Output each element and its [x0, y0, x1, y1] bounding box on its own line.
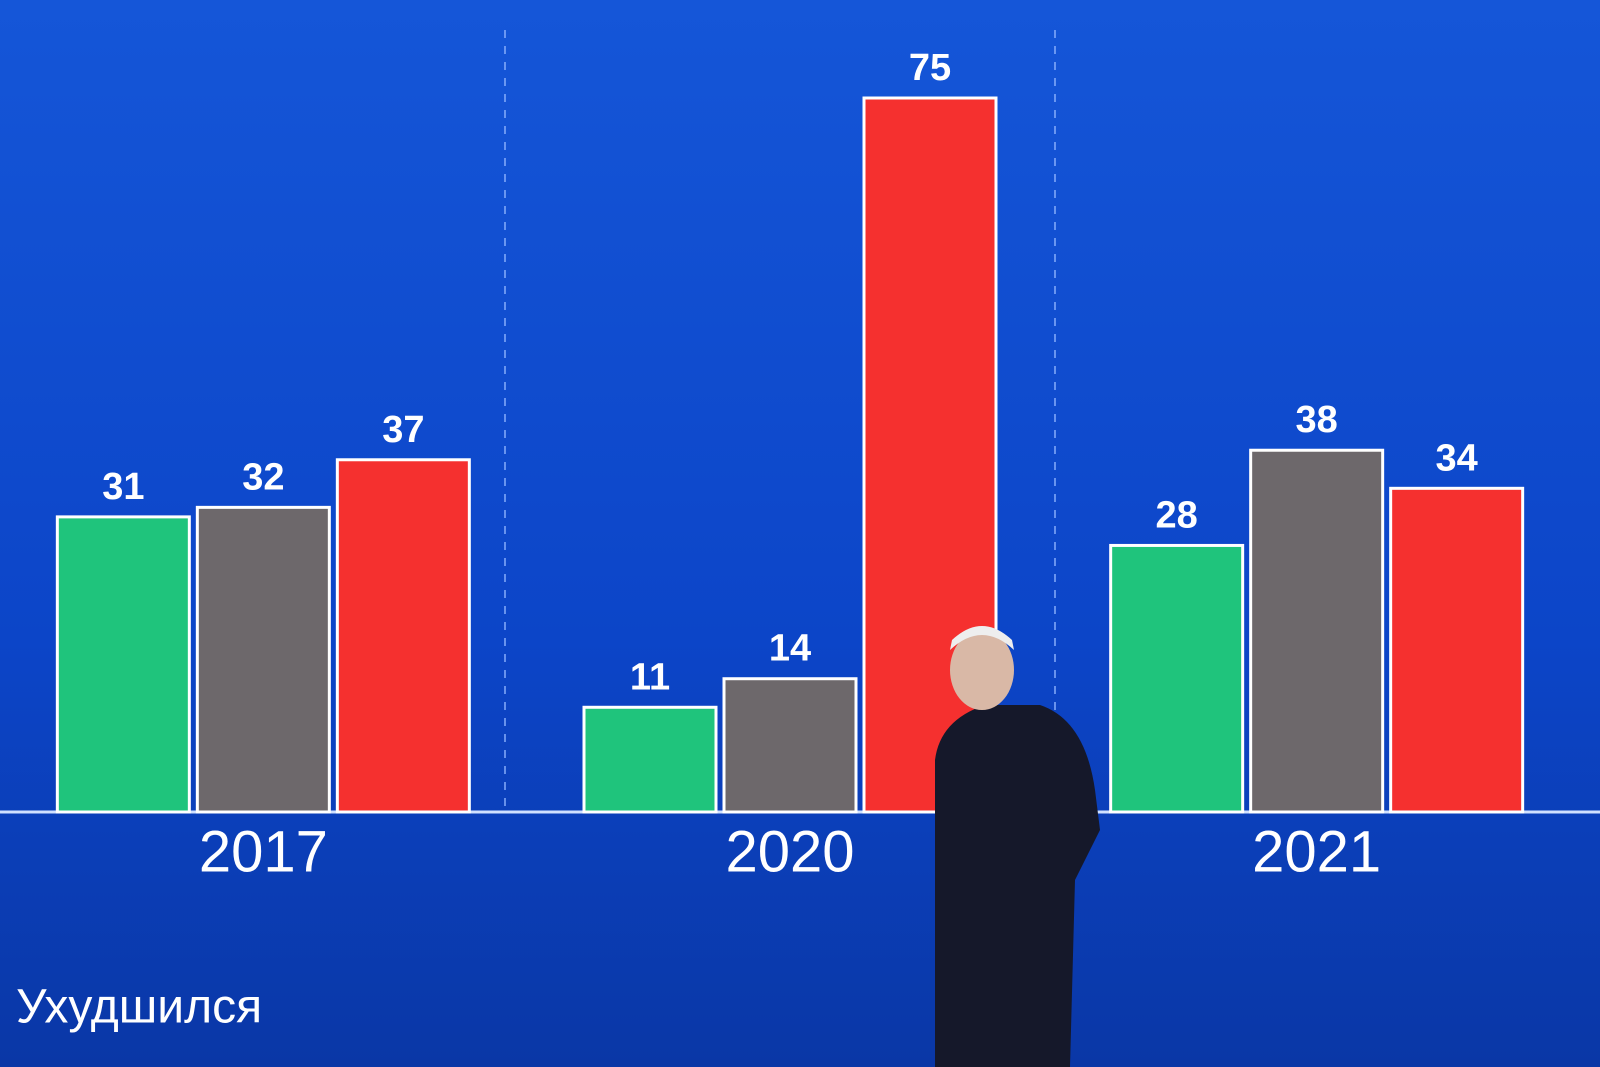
speaker: [935, 626, 1100, 1067]
legend-label: Ухудшился: [16, 981, 262, 1034]
x-tick-label: 2021: [1252, 819, 1381, 884]
x-tick-label: 2020: [725, 819, 854, 884]
data-label: 75: [909, 47, 951, 89]
data-label: 14: [769, 628, 811, 670]
data-label: 37: [382, 409, 424, 451]
bar: [1389, 486, 1525, 814]
bar: [55, 515, 191, 814]
data-label: 31: [102, 466, 144, 508]
bar: [722, 677, 858, 814]
data-label: 28: [1156, 494, 1198, 536]
data-label: 34: [1436, 437, 1478, 479]
bar: [1109, 543, 1245, 814]
bar: [1249, 448, 1385, 814]
speaker-hair: [950, 626, 1014, 650]
data-label: 38: [1296, 399, 1338, 441]
speaker-head: [950, 630, 1014, 710]
data-label: 11: [630, 656, 670, 698]
bar: [582, 705, 718, 814]
speaker-body: [935, 705, 1100, 1067]
x-tick-label: 2017: [199, 819, 328, 884]
bar: [335, 458, 471, 814]
plot: 2017 31 32 37 2020 11 14 75 2021 28 38 34: [55, 47, 1525, 884]
bar: [195, 505, 331, 814]
data-label: 32: [242, 456, 284, 498]
